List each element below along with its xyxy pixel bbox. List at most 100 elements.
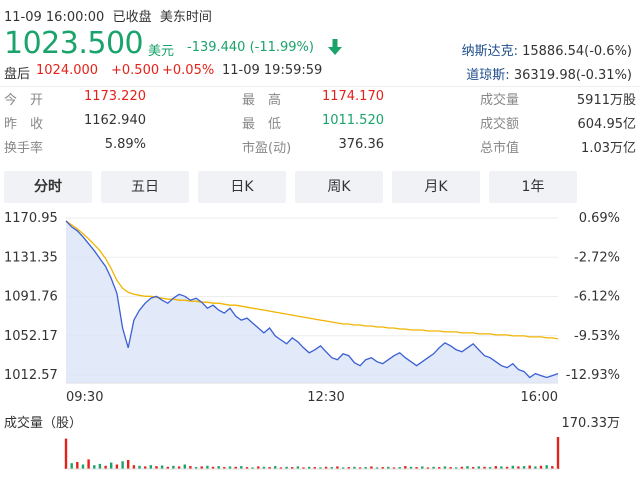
- tab-1year[interactable]: 1年: [489, 171, 577, 203]
- tab-weekly-k[interactable]: 周K: [295, 171, 383, 203]
- volume-bar: [183, 464, 186, 469]
- stat-label: 最 低: [242, 117, 282, 132]
- index-value: 15886.54(-0.6%): [522, 44, 632, 59]
- volume-bar: [336, 466, 339, 469]
- volume-bar: [415, 467, 418, 469]
- volume-bar: [375, 467, 379, 469]
- volume-bar: [81, 464, 85, 469]
- price-area: [66, 220, 558, 383]
- tab-5day[interactable]: 五日: [101, 171, 189, 203]
- pct-axis-tick-label: -9.53%: [574, 329, 620, 344]
- pct-axis-tick-label: -2.72%: [574, 250, 620, 265]
- stat-label: 今 开: [4, 93, 44, 108]
- stat-value: 1011.520: [321, 113, 384, 128]
- stat-label: 最 高: [242, 93, 282, 108]
- y-axis-tick-label: 1052.17: [4, 329, 58, 344]
- volume-bar: [115, 464, 119, 469]
- volume-bar: [291, 467, 294, 469]
- stat-value: 5911万股: [576, 93, 636, 108]
- volume-bar: [341, 467, 345, 469]
- volume-bar: [449, 467, 452, 469]
- timestamp: 11-09 16:00:00: [4, 10, 105, 25]
- volume-bar: [483, 466, 486, 469]
- pct-axis-tick-label: -6.12%: [574, 290, 620, 305]
- market-status: 已收盘: [112, 10, 152, 25]
- volume-bar: [545, 465, 548, 469]
- volume-bar: [324, 466, 328, 469]
- stat-value: 376.36: [338, 137, 385, 152]
- volume-bar: [438, 467, 441, 469]
- volume-bar: [302, 467, 305, 469]
- volume-bar: [488, 467, 492, 469]
- volume-bar: [398, 467, 401, 469]
- volume-bar: [511, 465, 514, 469]
- average-price-line: [65, 220, 559, 340]
- index-value: 36319.98(-0.31%): [513, 68, 632, 83]
- volume-bar: [172, 465, 175, 469]
- volume-bar: [551, 466, 554, 469]
- intraday-chart[interactable]: 1170.95 1131.35 1091.76 1052.17 1012.57 0.69%…: [0, 205, 640, 477]
- volume-bar: [223, 467, 226, 469]
- pct-axis-tick-label: 0.69%: [579, 211, 620, 226]
- volume-bar: [364, 467, 367, 469]
- volume-bar: [206, 465, 209, 469]
- volume-bar: [93, 465, 96, 469]
- volume-bar: [472, 467, 475, 469]
- volume-bar: [500, 466, 503, 469]
- volume-bar: [251, 467, 254, 469]
- stat-value: 1.03万亿: [581, 141, 636, 156]
- volume-bar: [505, 466, 509, 469]
- price-line: [65, 220, 559, 379]
- after-hours-time: 11-09 19:59:59: [222, 63, 323, 78]
- after-hours-label: 盘后: [4, 67, 31, 82]
- after-hours-pct: +0.05%: [162, 63, 215, 78]
- volume-bar: [257, 466, 260, 469]
- index-name: 纳斯达克:: [461, 44, 518, 59]
- x-axis-tick-label: 12:30: [307, 390, 344, 405]
- volume-bar: [194, 467, 198, 469]
- tab-monthly-k[interactable]: 月K: [392, 171, 480, 203]
- volume-bar: [262, 466, 266, 469]
- volume-bar: [494, 466, 497, 469]
- volume-bar: [144, 466, 147, 469]
- volume-bar: [477, 466, 480, 469]
- volume-bar: [466, 466, 469, 469]
- stat-value: 1162.940: [83, 113, 146, 128]
- stat-label: 成交量: [480, 93, 520, 108]
- stat-label: 昨 收: [4, 117, 44, 132]
- x-axis-tick-label: 16:00: [521, 390, 558, 405]
- volume-bar: [460, 466, 464, 469]
- tab-daily-k[interactable]: 日K: [198, 171, 286, 203]
- volume-bar: [127, 460, 130, 469]
- volume-bar: [432, 466, 435, 469]
- y-axis-tick-label: 1131.35: [4, 250, 58, 265]
- volume-bar: [539, 465, 543, 469]
- volume-bar: [160, 465, 164, 469]
- index-nasdaq[interactable]: 纳斯达克: 15886.54(-0.6%): [462, 40, 632, 59]
- stat-value: 5.89%: [104, 137, 146, 152]
- tab-intraday[interactable]: 分时: [4, 171, 92, 203]
- volume-bar: [245, 467, 249, 469]
- volume-bar: [121, 461, 124, 469]
- volume-bar: [98, 463, 102, 469]
- volume-bar: [409, 466, 413, 469]
- volume-bar: [528, 465, 531, 469]
- volume-bar: [313, 467, 316, 469]
- volume-bar: [268, 467, 271, 469]
- pct-axis-tick-label: -12.93%: [566, 368, 620, 383]
- price-change: -139.440 (-11.99%): [187, 40, 314, 55]
- quote-header-status: 11-09 16:00:00 已收盘 美东时间: [4, 6, 212, 25]
- volume-bar: [347, 467, 350, 469]
- volume-bar: [76, 462, 79, 469]
- volume-bar: [177, 466, 181, 469]
- volume-label: 成交量（股）: [4, 415, 82, 431]
- volume-bar: [104, 465, 107, 469]
- index-dowjones[interactable]: 道琼斯: 36319.98(-0.31%): [466, 64, 632, 83]
- volume-bar: [240, 466, 243, 469]
- last-price: 1023.500: [4, 26, 144, 61]
- volume-bar: [234, 466, 237, 469]
- stat-label: 市盈(动): [242, 141, 292, 156]
- volume-bar: [217, 466, 220, 469]
- volume-bar: [421, 466, 424, 469]
- volume-bar: [353, 466, 356, 469]
